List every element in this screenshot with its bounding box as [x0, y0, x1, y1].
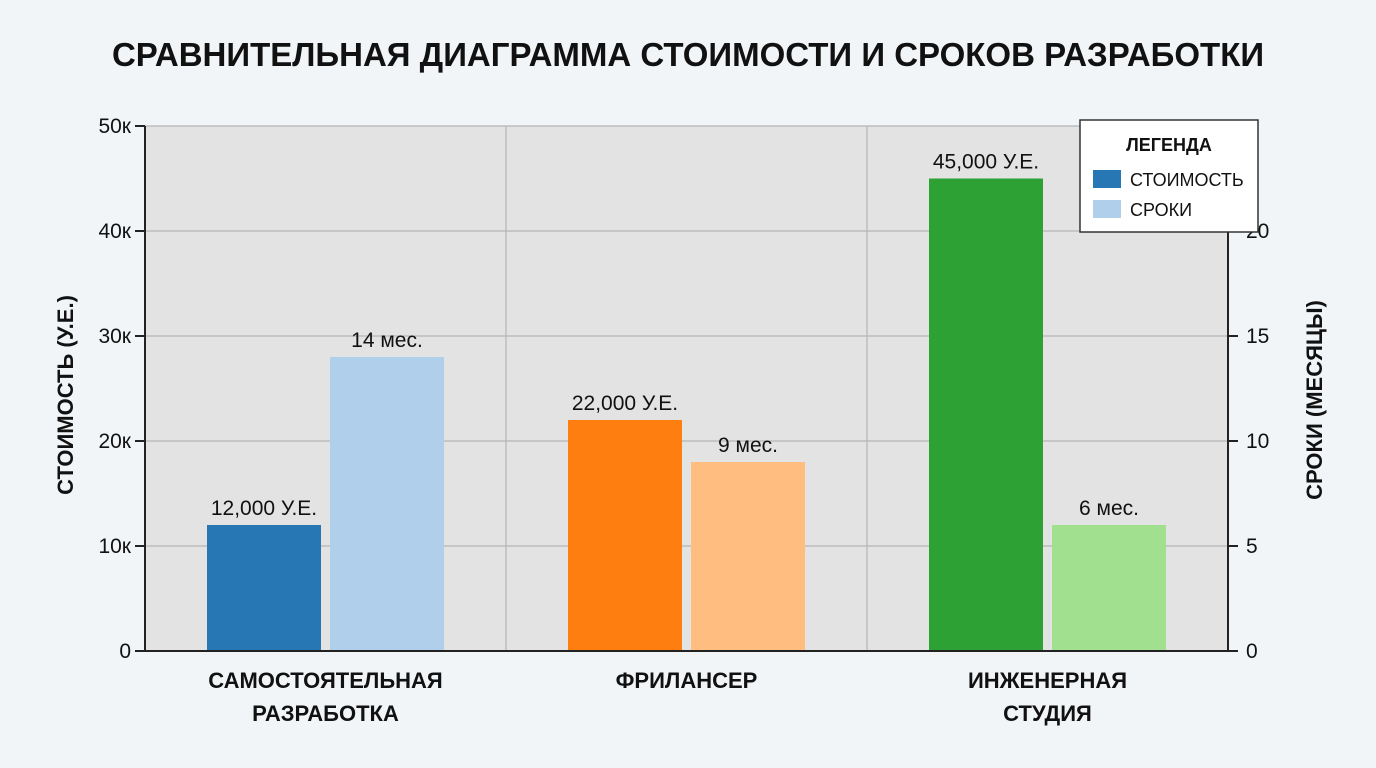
data-label-time: 6 мес.	[1079, 497, 1139, 520]
tick-label-right: 10	[1246, 430, 1269, 453]
bars	[207, 178, 1166, 651]
legend: ЛЕГЕНДА СТОИМОСТЬ СРОКИ	[1079, 119, 1259, 233]
legend-title: ЛЕГЕНДА	[1126, 135, 1212, 155]
tick-label-left: 20к	[98, 430, 131, 453]
legend-label-cost: СТОИМОСТЬ	[1130, 170, 1244, 190]
tick-label-left: 30к	[98, 325, 131, 348]
tick-label-left: 40к	[98, 220, 131, 243]
tick-label-right: 15	[1246, 325, 1269, 348]
tick-label-left: 50к	[98, 115, 131, 138]
plot-area	[145, 126, 1228, 651]
bar-time	[330, 357, 444, 651]
y-axis-title-left: СТОИМОСТЬ (У.Е.)	[53, 295, 78, 495]
category-label: СТУДИЯ	[1003, 701, 1092, 726]
tick-label-right: 5	[1246, 535, 1258, 558]
data-label-cost: 22,000 У.Е.	[572, 392, 678, 415]
data-labels: 12,000 У.Е. 14 мес. 22,000 У.Е. 9 мес. 45,00…	[211, 151, 1139, 521]
legend-swatch-cost	[1093, 170, 1121, 188]
category-label: РАЗРАБОТКА	[252, 701, 399, 726]
y-axis-title-right: СРОКИ (МЕСЯЦЫ)	[1302, 300, 1327, 500]
category-label: САМОСТОЯТЕЛЬНАЯ	[208, 668, 442, 693]
bar-cost	[207, 525, 321, 651]
bar-time	[691, 462, 805, 651]
chart-title: СРАВНИТЕЛЬНАЯ ДИАГРАММА СТОИМОСТИ И СРОК…	[112, 36, 1264, 73]
legend-swatch-time	[1093, 200, 1121, 218]
data-label-cost: 45,000 У.Е.	[933, 151, 1039, 174]
tick-label-right: 0	[1246, 640, 1258, 663]
tick-label-left: 0	[119, 640, 131, 663]
data-label-cost: 12,000 У.Е.	[211, 497, 317, 520]
category-label: ИНЖЕНЕРНАЯ	[968, 668, 1127, 693]
category-labels: САМОСТОЯТЕЛЬНАЯ РАЗРАБОТКА ФРИЛАНСЕР ИНЖЕНЕ…	[208, 668, 1127, 726]
y-axis-ticks-left: 0 10к 20к 30к 40к 50к	[98, 115, 145, 663]
bar-cost	[568, 420, 682, 651]
y-axis-ticks-right: 05101520	[1228, 220, 1269, 663]
category-label: ФРИЛАНСЕР	[616, 668, 758, 693]
grid	[145, 125, 1228, 651]
bar-time	[1052, 525, 1166, 651]
legend-label-time: СРОКИ	[1130, 200, 1192, 220]
data-label-time: 14 мес.	[351, 329, 423, 352]
tick-label-left: 10к	[98, 535, 131, 558]
data-label-time: 9 мес.	[718, 434, 778, 457]
bar-cost	[929, 178, 1043, 651]
